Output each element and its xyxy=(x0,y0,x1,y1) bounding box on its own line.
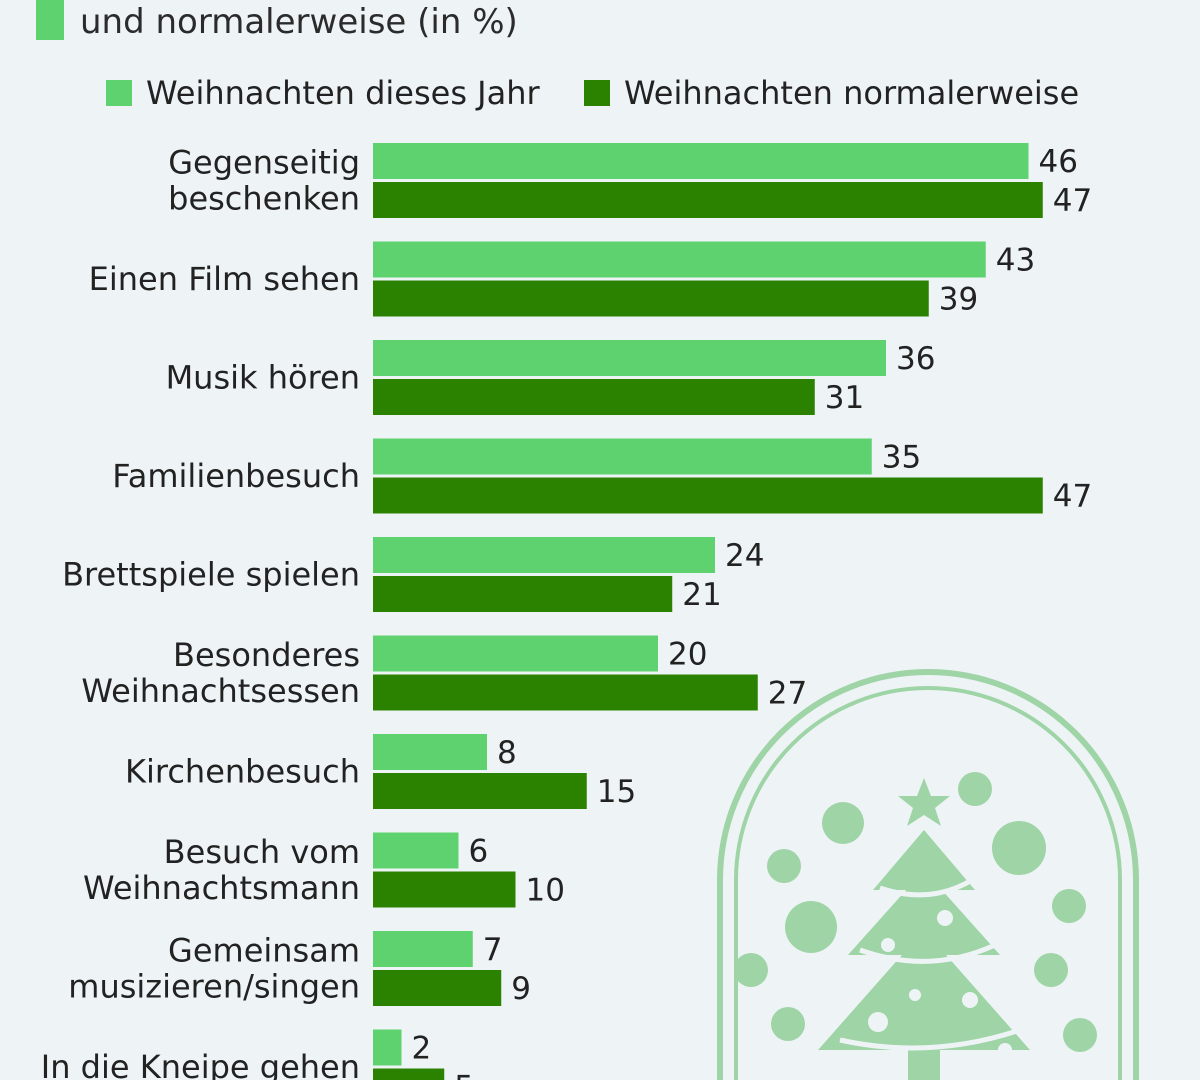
value-label-this-year-0: 46 xyxy=(1039,144,1078,180)
value-label-this-year-7: 6 xyxy=(469,834,489,870)
bar-this-year-5 xyxy=(373,635,658,672)
legend-label-normal: Weihnachten normalerweise xyxy=(624,74,1080,112)
value-label-normal-9: 5 xyxy=(454,1070,474,1080)
category-label-8-line-1: musizieren/singen xyxy=(68,968,360,1006)
category-label-8-line-0: Gemeinsam xyxy=(168,932,360,970)
subtitle-accent-bar xyxy=(36,0,64,40)
bar-normal-8 xyxy=(373,970,502,1006)
bar-this-year-8 xyxy=(373,931,473,967)
value-label-normal-1: 39 xyxy=(939,282,978,318)
legend-item-this-year: Weihnachten dieses Jahr xyxy=(106,74,540,112)
value-label-normal-8: 9 xyxy=(511,971,531,1007)
value-label-this-year-9: 2 xyxy=(412,1031,432,1067)
value-label-normal-6: 15 xyxy=(597,774,636,810)
category-label-7-line-0: Besuch vom xyxy=(164,833,360,871)
legend-item-normal: Weihnachten normalerweise xyxy=(584,74,1080,112)
bar-normal-2 xyxy=(373,379,815,415)
bar-normal-0 xyxy=(373,182,1043,218)
category-label-0-line-1: beschenken xyxy=(168,180,360,218)
value-label-this-year-6: 8 xyxy=(497,735,517,771)
value-label-normal-7: 10 xyxy=(526,873,565,909)
category-label-6: Kirchenbesuch xyxy=(125,753,360,791)
christmas-tree-snow-globe-icon xyxy=(717,669,1139,1080)
bar-normal-3 xyxy=(373,477,1043,514)
bar-this-year-3 xyxy=(373,438,872,475)
bar-normal-6 xyxy=(373,773,587,809)
legend-label-this-year: Weihnachten dieses Jahr xyxy=(146,74,540,112)
category-label-2: Musik hören xyxy=(166,359,360,397)
bar-normal-4 xyxy=(373,576,673,612)
value-label-this-year-8: 7 xyxy=(483,932,503,968)
bar-this-year-9 xyxy=(373,1029,402,1066)
value-label-this-year-5: 20 xyxy=(668,637,707,673)
legend-swatch-normal xyxy=(584,80,610,106)
value-label-this-year-4: 24 xyxy=(725,538,764,574)
value-label-normal-3: 47 xyxy=(1053,479,1092,515)
value-label-this-year-1: 43 xyxy=(996,243,1035,279)
category-label-9: In die Kneipe gehen xyxy=(41,1048,360,1080)
bar-this-year-2 xyxy=(373,340,886,376)
chart-subtitle: und normalerweise (in %) xyxy=(80,2,518,42)
category-label-3: Familienbesuch xyxy=(112,457,360,495)
bar-normal-9 xyxy=(373,1068,445,1080)
category-label-4: Brettspiele spielen xyxy=(62,556,360,594)
bar-normal-5 xyxy=(373,674,758,711)
category-label-0-line-0: Gegenseitig xyxy=(168,144,360,182)
bar-this-year-7 xyxy=(373,832,459,869)
bar-normal-1 xyxy=(373,280,929,317)
value-label-normal-0: 47 xyxy=(1053,183,1092,219)
category-label-1: Einen Film sehen xyxy=(89,260,360,298)
value-label-this-year-2: 36 xyxy=(896,341,935,377)
bar-this-year-0 xyxy=(373,143,1029,179)
category-label-7-line-1: Weihnachtsmann xyxy=(83,869,360,907)
value-label-this-year-3: 35 xyxy=(882,440,921,476)
category-label-5-line-1: Weihnachtsessen xyxy=(81,672,360,710)
value-label-normal-4: 21 xyxy=(682,577,721,613)
bar-this-year-1 xyxy=(373,241,986,278)
value-label-normal-5: 27 xyxy=(768,676,807,712)
legend-swatch-this-year xyxy=(106,80,132,106)
bar-this-year-6 xyxy=(373,734,487,770)
category-label-5-line-0: Besonderes xyxy=(173,636,360,674)
value-label-normal-2: 31 xyxy=(825,380,864,416)
bar-normal-7 xyxy=(373,871,516,908)
bar-this-year-4 xyxy=(373,537,715,573)
